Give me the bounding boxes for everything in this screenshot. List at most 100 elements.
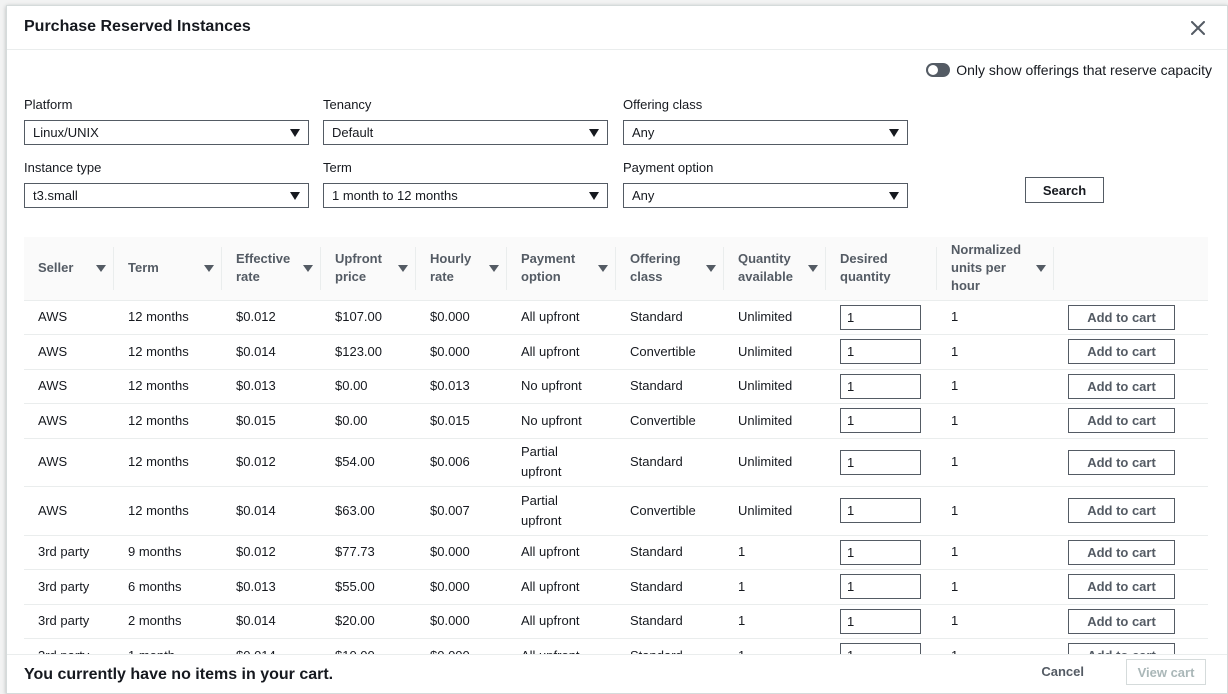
cell-seller: 3rd party: [24, 604, 114, 639]
desired-quantity-input[interactable]: [840, 498, 921, 524]
cell-upfront-price: $54.00: [321, 438, 416, 487]
sort-icon[interactable]: [808, 264, 818, 272]
cell-term: 12 months: [114, 334, 222, 370]
cell-payment-option: All upfront: [507, 638, 616, 657]
sort-icon[interactable]: [598, 264, 608, 272]
offering-class-select[interactable]: Any: [623, 120, 908, 145]
column-header-effective-rate[interactable]: Effective rate: [222, 237, 321, 301]
desired-quantity-input[interactable]: [840, 574, 921, 600]
cell-term: 12 months: [114, 300, 222, 335]
cell-offering-class: Convertible: [616, 334, 724, 370]
term-select[interactable]: 1 month to 12 months: [323, 183, 608, 208]
table-row: AWS 12 months $0.012 $107.00 $0.000 All …: [24, 300, 1208, 335]
close-icon[interactable]: [1191, 21, 1205, 35]
cell-quantity-available: 1: [724, 535, 826, 570]
desired-quantity-input[interactable]: [840, 608, 921, 634]
sort-icon[interactable]: [398, 264, 408, 272]
add-to-cart-button[interactable]: Add to cart: [1068, 408, 1175, 434]
purchase-reserved-instances-modal: Purchase Reserved Instances Only show of…: [6, 5, 1228, 694]
cell-hourly-rate: $0.000: [416, 569, 507, 605]
table-row: 3rd party 1 month $0.014 $10.00 $0.000 A…: [24, 638, 1208, 657]
cell-hourly-rate: $0.015: [416, 403, 507, 439]
sort-icon[interactable]: [204, 264, 214, 272]
cell-payment-option: Partial upfront: [507, 486, 616, 536]
reserve-capacity-toggle-wrap[interactable]: Only show offerings that reserve capacit…: [926, 62, 1212, 78]
platform-select-value: Linux/UNIX: [33, 125, 99, 140]
table-row: 3rd party 9 months $0.012 $77.73 $0.000 …: [24, 535, 1208, 570]
cell-actions: Add to cart: [1054, 486, 1208, 536]
cart-status-message: You currently have no items in your cart…: [24, 666, 334, 683]
platform-select[interactable]: Linux/UNIX: [24, 120, 309, 145]
cell-payment-option: No upfront: [507, 403, 616, 439]
cell-upfront-price: $63.00: [321, 486, 416, 536]
table-row: AWS 12 months $0.012 $54.00 $0.006 Parti…: [24, 438, 1208, 487]
view-cart-button[interactable]: View cart: [1126, 659, 1206, 685]
offering-class-label: Offering class: [623, 97, 703, 112]
modal-footer: You currently have no items in your cart…: [7, 654, 1227, 693]
cell-seller: AWS: [24, 438, 114, 487]
instance-type-select[interactable]: t3.small: [24, 183, 309, 208]
cell-effective-rate: $0.012: [222, 300, 321, 335]
cell-offering-class: Standard: [616, 638, 724, 657]
cell-actions: Add to cart: [1054, 403, 1208, 439]
cell-quantity-available: Unlimited: [724, 334, 826, 370]
add-to-cart-button[interactable]: Add to cart: [1068, 539, 1175, 565]
payment-option-select[interactable]: Any: [623, 183, 908, 208]
column-header-normalized-units[interactable]: Normalized units per hour: [937, 237, 1054, 301]
caret-down-icon: [889, 129, 899, 137]
add-to-cart-button[interactable]: Add to cart: [1068, 608, 1175, 634]
search-button[interactable]: Search: [1025, 177, 1104, 203]
sort-icon[interactable]: [489, 264, 499, 272]
offerings-table-container[interactable]: Seller Term Effective rate Upfront price…: [24, 237, 1208, 657]
cell-offering-class: Standard: [616, 300, 724, 335]
tenancy-select[interactable]: Default: [323, 120, 608, 145]
add-to-cart-button[interactable]: Add to cart: [1068, 373, 1175, 399]
cell-desired-quantity: [826, 569, 937, 605]
desired-quantity-input[interactable]: [840, 449, 921, 475]
close-button[interactable]: [1187, 17, 1209, 39]
column-header-label: Hourly rate: [430, 251, 472, 285]
desired-quantity-input[interactable]: [840, 539, 921, 565]
desired-quantity-input[interactable]: [840, 643, 921, 657]
cancel-button[interactable]: Cancel: [1041, 664, 1084, 679]
cell-normalized-units: 1: [937, 403, 1054, 439]
payment-option-text: Partial upfront: [521, 492, 562, 528]
column-header-quantity-available[interactable]: Quantity available: [724, 237, 826, 301]
cell-upfront-price: $55.00: [321, 569, 416, 605]
add-to-cart-button[interactable]: Add to cart: [1068, 339, 1175, 365]
column-header-seller[interactable]: Seller: [24, 237, 114, 301]
add-to-cart-button[interactable]: Add to cart: [1068, 574, 1175, 600]
cell-quantity-available: Unlimited: [724, 403, 826, 439]
column-header-hourly-rate[interactable]: Hourly rate: [416, 237, 507, 301]
add-to-cart-button[interactable]: Add to cart: [1068, 498, 1175, 524]
cell-offering-class: Standard: [616, 438, 724, 487]
column-header-label: Upfront price: [335, 251, 382, 285]
column-header-payment-option[interactable]: Payment option: [507, 237, 616, 301]
cell-hourly-rate: $0.000: [416, 638, 507, 657]
add-to-cart-button[interactable]: Add to cart: [1068, 449, 1175, 475]
column-header-offering-class[interactable]: Offering class: [616, 237, 724, 301]
desired-quantity-input[interactable]: [840, 304, 921, 330]
column-header-upfront-price[interactable]: Upfront price: [321, 237, 416, 301]
modal-title: Purchase Reserved Instances: [24, 18, 251, 35]
add-to-cart-button[interactable]: Add to cart: [1068, 643, 1175, 657]
cell-quantity-available: 1: [724, 604, 826, 639]
desired-quantity-input[interactable]: [840, 373, 921, 399]
table-row: AWS 12 months $0.015 $0.00 $0.015 No upf…: [24, 403, 1208, 439]
sort-icon[interactable]: [1036, 264, 1046, 272]
cell-seller: 3rd party: [24, 535, 114, 570]
cell-actions: Add to cart: [1054, 535, 1208, 570]
cell-effective-rate: $0.014: [222, 334, 321, 370]
sort-icon[interactable]: [303, 264, 313, 272]
sort-icon[interactable]: [96, 264, 106, 272]
cell-quantity-available: Unlimited: [724, 369, 826, 404]
cell-hourly-rate: $0.000: [416, 604, 507, 639]
desired-quantity-input[interactable]: [840, 339, 921, 365]
cell-effective-rate: $0.012: [222, 438, 321, 487]
desired-quantity-input[interactable]: [840, 408, 921, 434]
column-header-term[interactable]: Term: [114, 237, 222, 301]
cell-desired-quantity: [826, 535, 937, 570]
sort-icon[interactable]: [706, 264, 716, 272]
add-to-cart-button[interactable]: Add to cart: [1068, 304, 1175, 330]
reserve-capacity-toggle[interactable]: [926, 63, 951, 77]
